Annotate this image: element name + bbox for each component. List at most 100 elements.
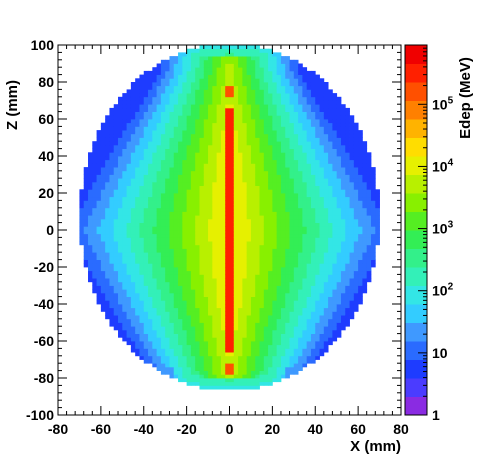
- heatmap-cell: [186, 322, 192, 327]
- heatmap-cell: [238, 52, 243, 57]
- heatmap-cell: [229, 74, 235, 79]
- heatmap-cell: [182, 337, 188, 342]
- heatmap-cell: [323, 244, 329, 249]
- heatmap-cell: [195, 304, 200, 309]
- heatmap-cell: [298, 148, 303, 153]
- heatmap-cell: [169, 78, 175, 83]
- heatmap-cell: [238, 156, 243, 161]
- heatmap-cell: [88, 204, 93, 209]
- heatmap-cell: [220, 341, 226, 346]
- heatmap-cell: [113, 170, 119, 175]
- heatmap-cell: [212, 311, 218, 316]
- heatmap-cell: [212, 207, 218, 212]
- heatmap-cell: [143, 274, 149, 279]
- heatmap-cell: [169, 370, 175, 375]
- heatmap-cell: [165, 148, 170, 153]
- heatmap-cell: [280, 93, 286, 98]
- heatmap-cell: [143, 337, 149, 342]
- heatmap-cell: [225, 281, 230, 286]
- heatmap-cell: [345, 163, 350, 168]
- heatmap-cell: [195, 122, 200, 127]
- heatmap-cell: [293, 100, 299, 105]
- heatmap-cell: [229, 178, 235, 183]
- heatmap-cell: [143, 174, 149, 179]
- heatmap-cell: [280, 63, 286, 68]
- heatmap-cell: [212, 259, 218, 264]
- heatmap-cell: [160, 285, 166, 290]
- heatmap-cell: [349, 241, 355, 246]
- heatmap-cell: [233, 370, 239, 375]
- heatmap-cell: [156, 152, 162, 157]
- heatmap-cell: [186, 126, 192, 131]
- heatmap-cell: [208, 122, 213, 127]
- heatmap-cell: [92, 222, 97, 227]
- heatmap-cell: [212, 337, 218, 342]
- heatmap-cell: [208, 385, 213, 390]
- heatmap-cell: [255, 237, 260, 242]
- heatmap-cell: [199, 156, 205, 161]
- heatmap-cell: [216, 193, 222, 198]
- heatmap-cell: [319, 104, 325, 109]
- heatmap-cell: [229, 341, 235, 346]
- heatmap-cell: [195, 270, 200, 275]
- heatmap-cell: [173, 263, 179, 268]
- heatmap-cell: [319, 159, 325, 164]
- heatmap-cell: [315, 85, 320, 90]
- heatmap-cell: [105, 233, 110, 238]
- heatmap-cell: [345, 174, 350, 179]
- heatmap-cell: [160, 148, 166, 153]
- heatmap-cell: [345, 133, 350, 138]
- heatmap-cell: [216, 104, 222, 109]
- heatmap-cell: [190, 292, 196, 297]
- heatmap-cell: [83, 207, 89, 212]
- heatmap-cell: [122, 193, 127, 198]
- heatmap-cell: [280, 215, 286, 220]
- heatmap-cell: [280, 322, 286, 327]
- heatmap-cell: [152, 119, 158, 124]
- heatmap-cell: [233, 248, 239, 253]
- heatmap-cell: [315, 122, 320, 127]
- heatmap-cell: [156, 230, 162, 235]
- heatmap-cell: [143, 200, 149, 205]
- heatmap-cell: [118, 230, 123, 235]
- heatmap-cell: [105, 315, 110, 320]
- heatmap-cell: [173, 366, 179, 371]
- heatmap-cell: [250, 167, 256, 172]
- heatmap-cell: [216, 141, 222, 146]
- heatmap-cell: [255, 130, 260, 135]
- heatmap-cell: [276, 156, 282, 161]
- heatmap-cell: [250, 378, 256, 383]
- heatmap-cell: [353, 226, 359, 231]
- heatmap-cell: [280, 267, 286, 272]
- heatmap-cell: [118, 133, 123, 138]
- heatmap-cell: [229, 100, 235, 105]
- heatmap-cell: [212, 281, 218, 286]
- heatmap-cell: [302, 141, 308, 146]
- heatmap-cell: [263, 222, 269, 227]
- heatmap-cell: [306, 115, 312, 120]
- heatmap-cell: [323, 252, 329, 257]
- heatmap-cell: [302, 285, 308, 290]
- heatmap-cell: [126, 156, 132, 161]
- heatmap-cell: [173, 259, 179, 264]
- heatmap-cell: [263, 82, 269, 87]
- heatmap-cell: [276, 204, 282, 209]
- heatmap-cell: [135, 278, 140, 283]
- heatmap-cell: [229, 215, 235, 220]
- heatmap-cell: [135, 152, 140, 157]
- heatmap-cell: [178, 211, 183, 216]
- heatmap-cell: [229, 381, 235, 386]
- heatmap-cell: [190, 381, 196, 386]
- heatmap-cell: [289, 292, 295, 297]
- heatmap-cell: [148, 204, 153, 209]
- heatmap-cell: [345, 130, 350, 135]
- heatmap-cell: [182, 300, 188, 305]
- heatmap-cell: [276, 296, 282, 301]
- heatmap-cell: [156, 355, 162, 360]
- heatmap-cell: [250, 329, 256, 334]
- heatmap-cell: [255, 259, 260, 264]
- heatmap-cell: [225, 329, 230, 334]
- heatmap-cell: [113, 311, 119, 316]
- heatmap-cell: [156, 211, 162, 216]
- heatmap-cell: [220, 78, 226, 83]
